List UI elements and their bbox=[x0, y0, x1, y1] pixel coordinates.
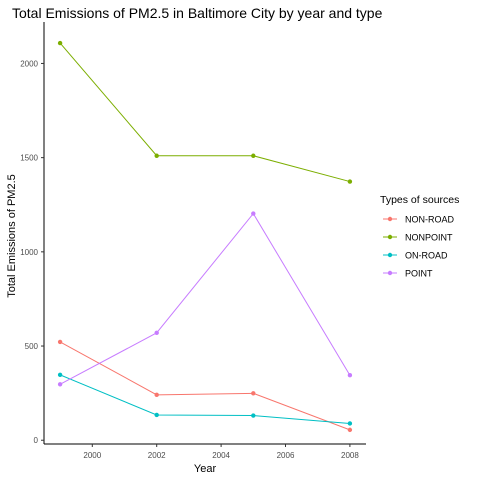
x-tick-label: 2004 bbox=[212, 451, 230, 460]
legend-item-nonpoint: NONPOINT bbox=[383, 233, 453, 243]
series-line-nonpoint bbox=[59, 42, 351, 183]
data-point-nonpoint bbox=[347, 179, 353, 184]
legend-title: Types of sources bbox=[380, 194, 459, 206]
y-tick-label: 1000 bbox=[20, 248, 38, 257]
y-axis-title: Total Emissions of PM2.5 bbox=[6, 174, 18, 298]
series-line-non-road bbox=[59, 341, 351, 431]
legend-items: NON-ROAD NONPOINT ON-ROAD POINT bbox=[383, 215, 454, 279]
y-axis-ticks: 0 500 1000 1500 2000 bbox=[20, 59, 44, 445]
series-layer bbox=[57, 40, 353, 433]
legend-key-point bbox=[387, 216, 393, 222]
data-point-non-road bbox=[251, 391, 256, 396]
data-point-nonpoint bbox=[57, 40, 63, 46]
chart-title: Total Emissions of PM2.5 in Baltimore Ci… bbox=[12, 5, 383, 21]
legend-label: ON-ROAD bbox=[405, 251, 448, 261]
data-point-non-road bbox=[347, 427, 353, 433]
data-point-nonpoint bbox=[251, 153, 256, 158]
data-point-on-road bbox=[347, 421, 353, 426]
y-tick-label: 500 bbox=[25, 342, 39, 351]
series-line-point bbox=[59, 212, 351, 385]
y-tick-label: 0 bbox=[34, 436, 39, 445]
x-tick-label: 2008 bbox=[341, 451, 359, 460]
legend-label: NON-ROAD bbox=[405, 215, 454, 225]
data-point-point bbox=[347, 373, 353, 378]
series-line-on-road bbox=[59, 374, 350, 424]
legend-label: NONPOINT bbox=[405, 233, 453, 243]
x-axis-ticks: 2000 2002 2004 2006 2008 bbox=[83, 444, 359, 460]
data-point-non-road bbox=[57, 339, 63, 345]
data-point-non-road bbox=[154, 392, 159, 398]
x-tick-label: 2002 bbox=[148, 451, 166, 460]
legend-label: POINT bbox=[405, 269, 433, 279]
x-tick-label: 2006 bbox=[277, 451, 295, 460]
legend-item-on-road: ON-ROAD bbox=[383, 251, 448, 261]
legend-item-point: POINT bbox=[383, 269, 433, 279]
y-tick-label: 2000 bbox=[20, 59, 38, 68]
legend-key-point bbox=[387, 252, 393, 258]
legend-key-point bbox=[387, 270, 393, 276]
legend-item-non-road: NON-ROAD bbox=[383, 215, 454, 225]
legend: Types of sources NON-ROAD NONPOINT ON-ROAD… bbox=[380, 194, 459, 279]
data-point-on-road bbox=[154, 412, 159, 418]
data-point-on-road bbox=[251, 413, 256, 418]
data-point-point bbox=[154, 330, 159, 336]
plot-area: 0 500 1000 1500 2000 2000 2002 2004 2006 2008 bbox=[20, 22, 366, 460]
data-point-point bbox=[251, 211, 256, 216]
data-point-point bbox=[57, 382, 63, 387]
data-point-nonpoint bbox=[154, 153, 159, 158]
x-axis-title: Year bbox=[194, 463, 217, 475]
x-tick-label: 2000 bbox=[83, 451, 101, 460]
legend-key-point bbox=[387, 234, 393, 240]
data-point-on-road bbox=[57, 372, 63, 378]
y-tick-label: 1500 bbox=[20, 154, 38, 163]
